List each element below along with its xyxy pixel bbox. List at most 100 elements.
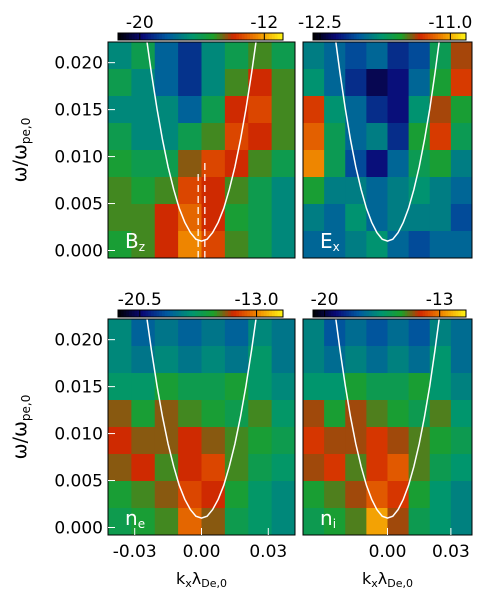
- heat-cell: [429, 42, 452, 70]
- heat-cell: [345, 508, 367, 536]
- heat-cell: [154, 42, 179, 70]
- heat-cell: [248, 204, 273, 232]
- heat-cell: [271, 231, 296, 259]
- heat-cell: [224, 42, 249, 70]
- heat-cell: [450, 177, 473, 205]
- heat-cell: [224, 373, 249, 401]
- heat-cell: [408, 69, 431, 97]
- heat-cell: [108, 42, 132, 70]
- heat-cell: [303, 454, 325, 482]
- heat-cell: [131, 481, 156, 509]
- heat-cell: [154, 231, 179, 259]
- heat-cell: [154, 69, 179, 97]
- heat-cell: [131, 96, 156, 124]
- heat-cell: [450, 150, 473, 178]
- heat-cell: [450, 373, 473, 401]
- heat-cell: [271, 204, 296, 232]
- heat-cell: [201, 123, 226, 151]
- y-tick-label: 0.015: [54, 378, 103, 398]
- heat-cell: [224, 150, 249, 178]
- heat-cell: [429, 427, 452, 455]
- heat-cell: [154, 177, 179, 205]
- heat-cell: [271, 42, 296, 70]
- heat-cell: [366, 177, 388, 205]
- heat-cell: [345, 42, 367, 70]
- y-tick-label: 0.010: [54, 148, 103, 168]
- colorbar-tick-label: -11.0: [428, 13, 472, 33]
- heat-cell: [201, 42, 226, 70]
- heat-cell: [248, 346, 273, 374]
- colorbar-tick-label: -13: [426, 290, 454, 310]
- heat-cell: [271, 454, 296, 482]
- heat-cell: [248, 69, 273, 97]
- heat-cell: [387, 231, 410, 259]
- heat-cell: [429, 373, 452, 401]
- heat-cell: [450, 69, 473, 97]
- heat-cell: [271, 346, 296, 374]
- heat-cell: [131, 400, 156, 428]
- heat-cell: [303, 319, 325, 347]
- heat-cell: [387, 454, 410, 482]
- heat-cell: [450, 96, 473, 124]
- heat-cell: [154, 481, 179, 509]
- heat-cell: [271, 69, 296, 97]
- heat-cell: [387, 69, 410, 97]
- heat-cell: [303, 204, 325, 232]
- heat-cell: [324, 231, 346, 259]
- heat-cell: [108, 150, 132, 178]
- heat-cell: [387, 204, 410, 232]
- heat-cell: [366, 319, 388, 347]
- y-tick-label: 0.020: [54, 54, 103, 74]
- heat-cell: [387, 400, 410, 428]
- heat-cell: [271, 150, 296, 178]
- heat-cell: [271, 427, 296, 455]
- heat-cell: [345, 454, 367, 482]
- heat-cell: [178, 319, 202, 347]
- heat-cell: [387, 319, 410, 347]
- heat-cell: [366, 373, 388, 401]
- heat-cell: [450, 427, 473, 455]
- heat-cell: [366, 231, 388, 259]
- colorbar: [312, 32, 467, 41]
- heat-cell: [224, 204, 249, 232]
- heat-cell: [408, 319, 431, 347]
- x-tick-label: 0.03: [432, 542, 470, 562]
- heat-cell: [324, 400, 346, 428]
- heat-cell: [131, 123, 156, 151]
- heat-cell: [324, 42, 346, 70]
- heat-cell: [429, 96, 452, 124]
- colorbar-tick-label: -12: [250, 13, 278, 33]
- heat-cell: [366, 69, 388, 97]
- heat-cell: [131, 508, 156, 536]
- heat-cell: [248, 96, 273, 124]
- heat-cell: [345, 150, 367, 178]
- heat-cell: [450, 204, 473, 232]
- heat-cell: [178, 42, 202, 70]
- y-axis-label: ω/ωpe,0: [9, 395, 33, 460]
- heat-cell: [201, 96, 226, 124]
- heat-cell: [366, 42, 388, 70]
- heat-cell: [271, 319, 296, 347]
- heat-cell: [366, 96, 388, 124]
- heat-cell: [408, 346, 431, 374]
- heat-cell: [324, 96, 346, 124]
- heat-cell: [324, 508, 346, 536]
- heat-cell: [224, 508, 249, 536]
- heat-cell: [366, 204, 388, 232]
- heat-cell: [108, 508, 132, 536]
- heat-cell: [154, 96, 179, 124]
- heat-cell: [366, 123, 388, 151]
- heat-cell: [178, 508, 202, 536]
- colorbar: [312, 309, 467, 318]
- heat-cell: [201, 150, 226, 178]
- heat-cell: [303, 69, 325, 97]
- heat-cell: [248, 231, 273, 259]
- heat-cell: [201, 177, 226, 205]
- heat-cell: [345, 69, 367, 97]
- heat-cell: [108, 400, 132, 428]
- heat-cell: [131, 346, 156, 374]
- heat-cell: [303, 427, 325, 455]
- heat-cell: [345, 96, 367, 124]
- heat-cell: [201, 481, 226, 509]
- heat-cell: [108, 481, 132, 509]
